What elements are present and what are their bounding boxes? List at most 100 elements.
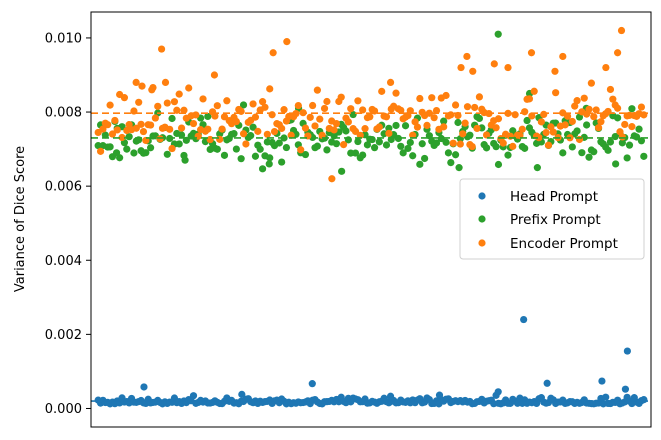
- data-point-prefix-prompt: [177, 131, 186, 139]
- data-point-encoder-prompt: [120, 94, 128, 102]
- data-point-encoder-prompt: [425, 109, 433, 117]
- data-point-prefix-prompt: [590, 148, 598, 156]
- data-point-prefix-prompt: [256, 145, 264, 153]
- legend-box: [459, 178, 645, 260]
- data-point-encoder-prompt: [518, 125, 526, 133]
- data-point-prefix-prompt: [533, 164, 541, 172]
- data-point-encoder-prompt: [258, 98, 267, 106]
- data-point-encoder-prompt: [337, 93, 345, 101]
- data-point-prefix-prompt: [444, 149, 453, 157]
- data-point-encoder-prompt: [575, 135, 584, 144]
- data-point-encoder-prompt: [392, 89, 400, 97]
- y-tick-label: 0.010: [45, 31, 82, 46]
- data-point-encoder-prompt: [211, 112, 219, 120]
- data-point-prefix-prompt: [440, 117, 448, 125]
- legend-label-encoder: Encoder Prompt: [510, 236, 618, 252]
- data-point-encoder-prompt: [185, 84, 193, 92]
- legend-item-head: Head Prompt: [478, 189, 598, 205]
- data-point-prefix-prompt: [494, 160, 503, 169]
- data-point-encoder-prompt: [618, 133, 626, 141]
- data-point-encoder-prompt: [594, 124, 603, 132]
- data-point-encoder-prompt: [294, 101, 302, 110]
- data-point-prefix-prompt: [351, 149, 360, 157]
- data-point-encoder-prompt: [449, 139, 457, 147]
- data-point-prefix-prompt: [404, 144, 412, 153]
- points-layer: [94, 26, 648, 408]
- data-point-encoder-prompt: [270, 127, 279, 136]
- data-point-encoder-prompt: [306, 113, 314, 121]
- legend-item-prefix: Prefix Prompt: [478, 212, 601, 228]
- data-point-encoder-prompt: [587, 79, 595, 87]
- data-point-prefix-prompt: [338, 167, 346, 175]
- data-point-encoder-prompt: [180, 106, 188, 114]
- data-point-prefix-prompt: [168, 114, 176, 123]
- data-point-prefix-prompt: [239, 101, 248, 109]
- data-point-encoder-prompt: [571, 102, 579, 110]
- y-tick-label: 0.000: [45, 402, 82, 417]
- data-point-encoder-prompt: [592, 106, 600, 114]
- data-point-encoder-prompt: [301, 124, 310, 132]
- data-point-encoder-prompt: [347, 105, 355, 113]
- data-point-encoder-prompt: [494, 115, 503, 123]
- data-point-prefix-prompt: [455, 164, 463, 172]
- data-point-prefix-prompt: [504, 151, 512, 159]
- data-point-encoder-prompt: [266, 85, 274, 93]
- data-point-encoder-prompt: [451, 101, 460, 109]
- data-point-prefix-prompt: [482, 144, 491, 152]
- data-point-encoder-prompt: [151, 114, 159, 122]
- data-point-encoder-prompt: [340, 141, 348, 149]
- data-point-prefix-prompt: [368, 135, 376, 144]
- data-point-encoder-prompt: [189, 119, 198, 128]
- data-point-prefix-prompt: [112, 149, 121, 157]
- data-point-encoder-prompt: [490, 60, 498, 68]
- data-point-prefix-prompt: [421, 154, 429, 163]
- data-point-prefix-prompt: [494, 30, 502, 38]
- data-point-prefix-prompt: [278, 158, 286, 166]
- data-point-encoder-prompt: [163, 99, 171, 107]
- data-point-encoder-prompt: [468, 142, 476, 151]
- data-point-prefix-prompt: [442, 138, 450, 146]
- data-point-encoder-prompt: [409, 131, 417, 139]
- data-point-prefix-prompt: [399, 149, 407, 157]
- data-point-encoder-prompt: [359, 106, 367, 114]
- data-point-prefix-prompt: [359, 151, 367, 159]
- data-point-prefix-prompt: [451, 151, 460, 159]
- data-point-encoder-prompt: [499, 139, 507, 147]
- data-point-head-prompt: [140, 383, 148, 391]
- data-point-encoder-prompt: [442, 91, 450, 100]
- data-point-head-prompt: [238, 390, 246, 398]
- data-point-encoder-prompt: [278, 124, 286, 133]
- data-point-prefix-prompt: [604, 146, 612, 154]
- data-point-prefix-prompt: [397, 142, 405, 150]
- data-point-encoder-prompt: [99, 125, 107, 133]
- data-point-prefix-prompt: [568, 143, 576, 151]
- data-point-prefix-prompt: [635, 125, 643, 133]
- data-point-encoder-prompt: [580, 94, 588, 102]
- data-point-encoder-prompt: [280, 106, 288, 114]
- data-point-encoder-prompt: [386, 78, 395, 86]
- data-point-prefix-prompt: [583, 121, 591, 129]
- data-point-encoder-prompt: [413, 123, 422, 131]
- data-point-encoder-prompt: [161, 78, 170, 86]
- data-point-prefix-prompt: [147, 144, 155, 152]
- data-point-prefix-prompt: [640, 152, 648, 160]
- data-point-encoder-prompt: [597, 118, 605, 126]
- data-point-encoder-prompt: [602, 63, 610, 72]
- data-point-prefix-prompt: [382, 141, 391, 149]
- data-point-prefix-prompt: [349, 110, 357, 119]
- data-point-encoder-prompt: [521, 108, 529, 116]
- data-point-encoder-prompt: [104, 121, 112, 129]
- data-point-encoder-prompt: [210, 71, 219, 79]
- data-point-encoder-prompt: [309, 101, 317, 110]
- data-point-encoder-prompt: [540, 110, 548, 118]
- data-point-encoder-prompt: [456, 140, 464, 148]
- data-point-encoder-prompt: [118, 133, 126, 142]
- data-point-prefix-prompt: [301, 150, 310, 159]
- data-point-encoder-prompt: [356, 131, 364, 139]
- y-tick-label: 0.004: [45, 254, 82, 269]
- data-point-encoder-prompt: [525, 95, 534, 103]
- data-point-prefix-prompt: [342, 127, 350, 135]
- data-point-encoder-prompt: [482, 131, 491, 139]
- data-point-encoder-prompt: [173, 106, 181, 114]
- data-point-prefix-prompt: [454, 118, 462, 127]
